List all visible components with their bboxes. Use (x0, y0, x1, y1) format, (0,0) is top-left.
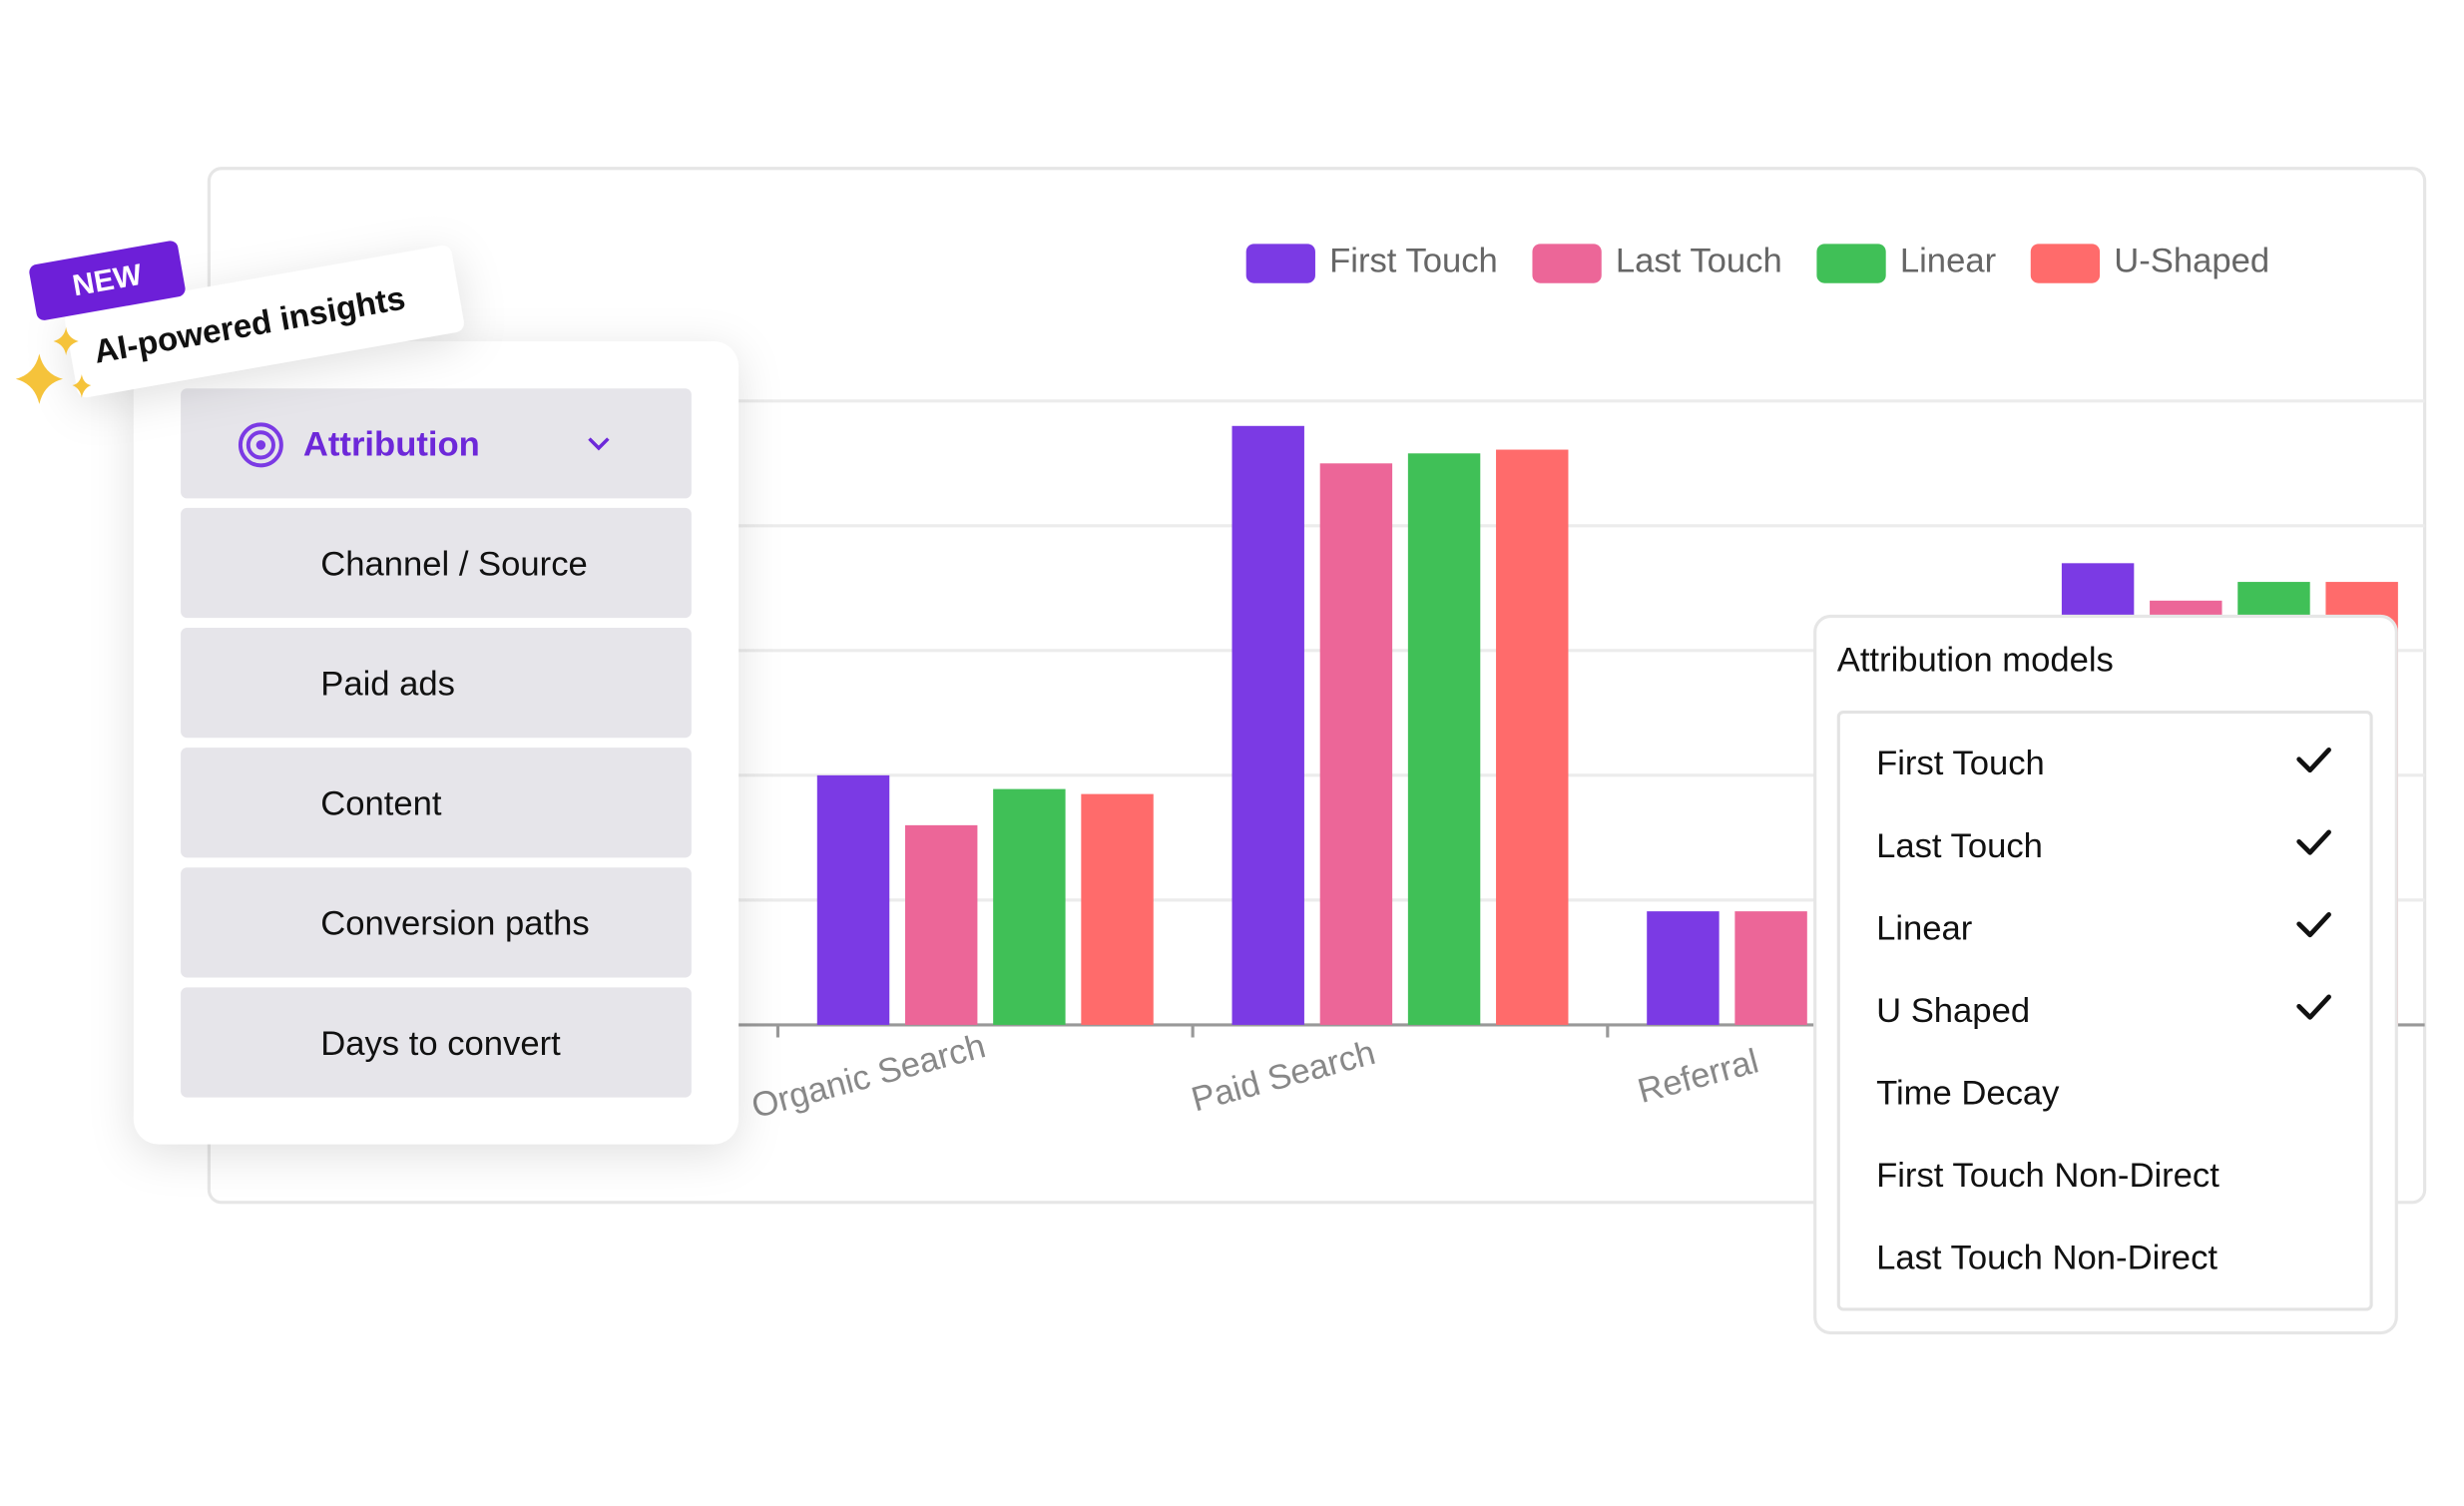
bar (993, 788, 1066, 1025)
check-mark (2296, 912, 2331, 938)
menu-title: Attribution (303, 426, 480, 464)
legend-swatch (1816, 244, 1886, 283)
badge: NEW AI-powered insights (29, 241, 464, 398)
badge-card (64, 246, 464, 398)
menu-item-bg[interactable] (181, 867, 692, 978)
menu-item-bg[interactable] (181, 987, 692, 1098)
menu-items: Attribution Channel / Source Paid ads Conte… (181, 388, 692, 1098)
menu-item[interactable]: Channel / Source (320, 545, 588, 583)
bar (1232, 425, 1304, 1025)
legend-swatch (1245, 244, 1315, 283)
sparkles (15, 326, 92, 404)
menu-item-bg[interactable] (181, 507, 692, 619)
option-label[interactable]: Last Touch (1876, 827, 2043, 865)
chevron (588, 437, 610, 451)
menu-item-bg[interactable] (181, 628, 692, 739)
legend-swatch (1532, 244, 1602, 283)
bar (1647, 911, 1720, 1025)
sparkle (72, 374, 92, 398)
bar (1496, 449, 1569, 1025)
models-panel: Attribution models First Touch Last Touch… (1813, 614, 2398, 1335)
options: First Touch Last Touch Linear U Shaped Time … (1876, 745, 2331, 1276)
legend-label: Last Touch (1616, 242, 1782, 279)
legend-label: Linear (1900, 242, 1996, 279)
sparkle (53, 326, 79, 356)
check-mark (2296, 829, 2331, 855)
check-mark (2296, 994, 2331, 1020)
sparkle (15, 353, 63, 404)
option-label[interactable]: First Touch Non-Direct (1876, 1157, 2219, 1195)
menu-icon (255, 440, 266, 450)
option-label[interactable]: U Shaped (1876, 992, 2030, 1030)
legend-swatch (2030, 244, 2101, 283)
menu-item-bg[interactable] (181, 748, 692, 858)
menu-item[interactable]: Content (320, 785, 442, 823)
bar (1081, 793, 1154, 1025)
bar (1734, 911, 1807, 1025)
bar (816, 774, 890, 1025)
menu-icon (246, 430, 275, 460)
menu-item[interactable]: Conversion paths (320, 905, 589, 943)
bar (1319, 463, 1393, 1025)
menu-item[interactable]: Days to convert (320, 1025, 561, 1063)
bar (1407, 453, 1481, 1025)
options-box (1836, 710, 2373, 1311)
new-tag (29, 241, 186, 320)
option-label[interactable]: First Touch (1876, 745, 2045, 782)
option-label[interactable]: Last Touch Non-Direct (1876, 1239, 2218, 1276)
menu-icon (238, 422, 283, 468)
option-label[interactable]: Time Decay (1876, 1074, 2060, 1112)
legend-label: First Touch (1329, 242, 1498, 279)
menu-item-bg[interactable] (181, 388, 692, 499)
legend-label: U-Shaped (2114, 242, 2269, 279)
menu: Attribution Channel / Source Paid ads Conte… (133, 340, 739, 1145)
check-mark (2296, 747, 2331, 773)
option-label[interactable]: Linear (1876, 909, 1972, 947)
panel-title: Attribution models (1837, 641, 2114, 679)
bar (904, 824, 978, 1025)
menu-item[interactable]: Paid ads (320, 665, 455, 703)
